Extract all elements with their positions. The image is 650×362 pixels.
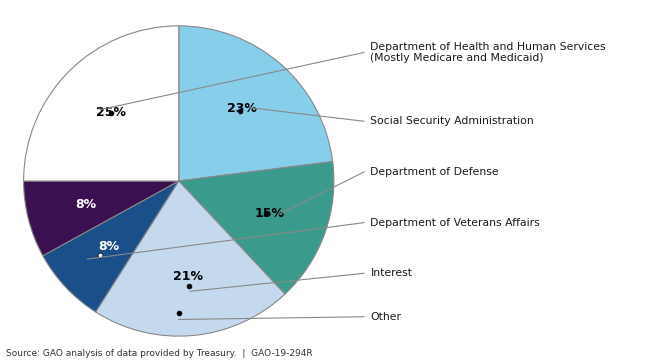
Wedge shape: [96, 181, 285, 336]
Text: Interest: Interest: [370, 268, 413, 278]
Wedge shape: [179, 161, 334, 294]
Text: Department of Veterans Affairs: Department of Veterans Affairs: [370, 218, 540, 228]
Text: Social Security Administration: Social Security Administration: [370, 116, 534, 126]
Text: 8%: 8%: [98, 240, 119, 253]
Text: Department of Defense: Department of Defense: [370, 167, 499, 177]
Text: 15%: 15%: [254, 207, 284, 220]
Wedge shape: [23, 181, 179, 256]
Wedge shape: [43, 181, 179, 312]
Wedge shape: [179, 26, 333, 181]
Wedge shape: [23, 26, 179, 181]
Text: 23%: 23%: [227, 102, 257, 115]
Text: 21%: 21%: [173, 270, 203, 283]
Text: 8%: 8%: [75, 198, 96, 211]
Text: Source: GAO analysis of data provided by Treasury.  |  GAO-19-294R: Source: GAO analysis of data provided by…: [6, 349, 313, 358]
Text: 25%: 25%: [96, 106, 125, 119]
Text: Other: Other: [370, 312, 402, 322]
Text: Department of Health and Human Services
(Mostly Medicare and Medicaid): Department of Health and Human Services …: [370, 42, 606, 63]
